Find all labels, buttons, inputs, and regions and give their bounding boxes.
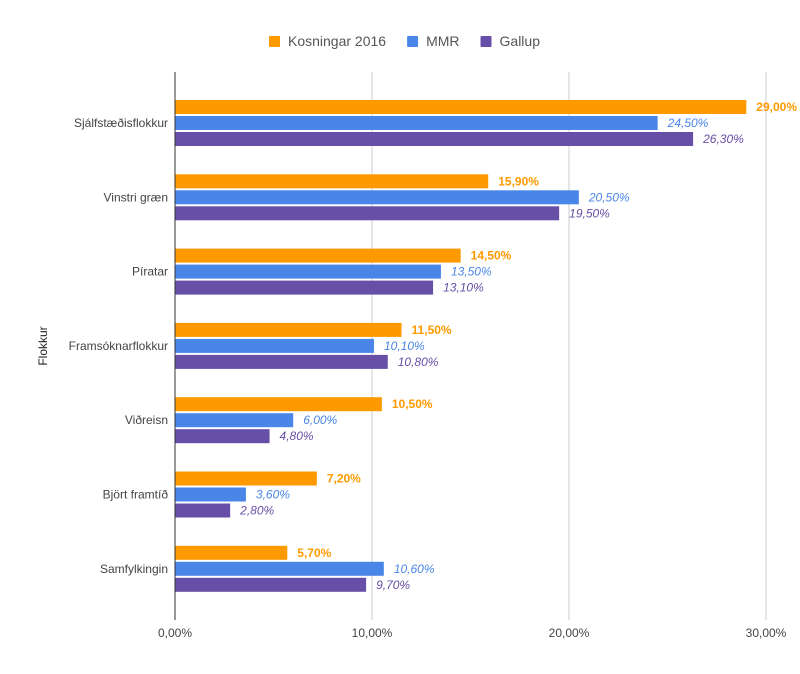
data-label: 29,00% <box>756 100 797 114</box>
bar <box>175 322 402 337</box>
legend-label: MMR <box>426 33 459 49</box>
data-label: 5,70% <box>297 546 331 560</box>
data-label: 10,10% <box>384 339 425 353</box>
data-label: 11,50% <box>412 323 452 337</box>
data-label: 2,80% <box>239 504 274 518</box>
bar <box>175 487 246 502</box>
bar <box>175 577 367 592</box>
data-label: 24,50% <box>667 116 709 130</box>
x-tick-label: 10,00% <box>352 626 393 640</box>
data-label: 13,10% <box>443 281 484 295</box>
x-tick-label: 30,00% <box>746 626 787 640</box>
x-tick-label: 20,00% <box>549 626 590 640</box>
bar <box>175 561 384 576</box>
bar <box>175 132 694 146</box>
bar <box>175 206 560 221</box>
data-label: 10,60% <box>394 562 435 576</box>
bar <box>175 545 288 560</box>
category-label: Björt framtíð <box>103 488 169 502</box>
data-label: 14,50% <box>471 249 512 263</box>
category-label: Viðreisn <box>125 413 168 427</box>
bar <box>175 503 231 518</box>
category-label: Framsóknarflokkur <box>69 339 168 353</box>
data-label: 4,80% <box>280 429 314 443</box>
legend-swatch <box>269 36 280 47</box>
bar <box>175 116 658 130</box>
bar <box>175 354 388 369</box>
bar <box>175 264 441 279</box>
legend-label: Kosningar 2016 <box>288 33 386 49</box>
bar <box>175 397 382 412</box>
data-label: 7,20% <box>327 472 361 486</box>
data-label: 26,30% <box>702 132 744 146</box>
category-label: Sjálfstæðisflokkur <box>74 116 168 130</box>
y-axis-label: Flokkur <box>36 326 50 365</box>
bar <box>175 429 270 444</box>
legend-label: Gallup <box>500 33 541 49</box>
legend-swatch <box>480 36 492 47</box>
bar <box>175 248 461 263</box>
data-label: 10,50% <box>392 397 433 411</box>
bar <box>175 190 579 205</box>
category-label: Vinstri græn <box>104 190 168 204</box>
legend-swatch <box>407 36 419 47</box>
category-label: Píratar <box>132 265 168 279</box>
data-label: 6,00% <box>303 413 337 427</box>
data-label: 13,50% <box>451 265 492 279</box>
bar <box>175 471 317 486</box>
bar <box>175 100 747 114</box>
data-label: 10,80% <box>398 355 439 369</box>
category-label: Samfylkingin <box>100 562 168 576</box>
data-label: 19,50% <box>569 206 610 220</box>
bar <box>175 413 294 428</box>
bar <box>175 280 434 295</box>
bar <box>175 338 374 353</box>
data-label: 9,70% <box>376 578 410 592</box>
data-label: 3,60% <box>256 488 290 502</box>
bar <box>175 174 489 189</box>
x-tick-label: 0,00% <box>158 626 192 640</box>
data-label: 15,90% <box>498 174 539 188</box>
data-label: 20,50% <box>588 190 630 204</box>
